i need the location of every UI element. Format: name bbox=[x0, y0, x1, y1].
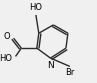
Text: HO: HO bbox=[29, 3, 42, 12]
Text: Br: Br bbox=[65, 68, 74, 77]
Text: HO: HO bbox=[0, 54, 12, 63]
Text: O: O bbox=[3, 32, 10, 41]
Text: N: N bbox=[47, 61, 54, 70]
